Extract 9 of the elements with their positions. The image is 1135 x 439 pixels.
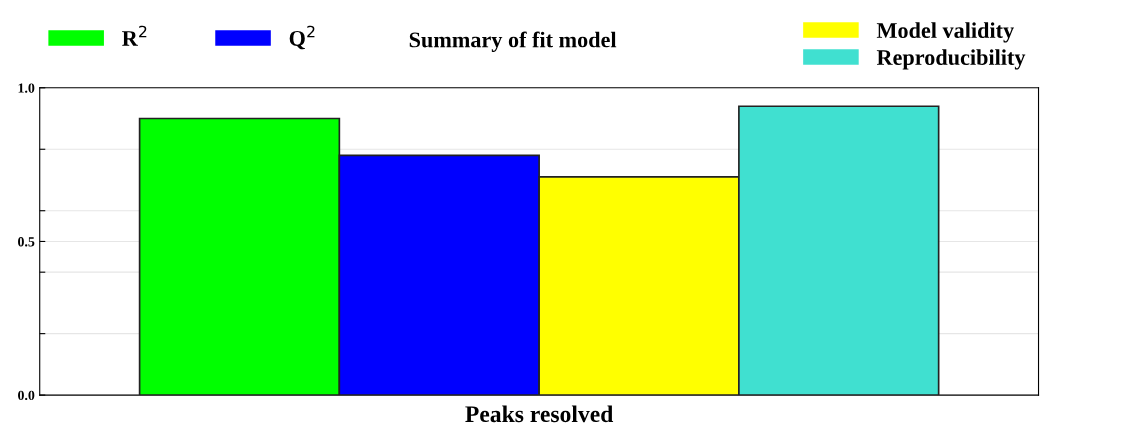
legend-label: Q$^{2}$ bbox=[289, 25, 315, 50]
y-tick-label: 0.5 bbox=[18, 237, 35, 247]
legend-label: R$^{2}$ bbox=[122, 25, 147, 46]
legend-label: Reproducibility bbox=[876, 49, 1026, 70]
chart-title: Summary of fit model bbox=[409, 31, 617, 52]
legend-label: Model validity bbox=[876, 22, 1014, 43]
y-tick-label: 1.0 bbox=[18, 83, 35, 93]
x-axis-title: Peaks resolved bbox=[465, 405, 614, 423]
y-tick-label: 0.0 bbox=[18, 390, 35, 401]
